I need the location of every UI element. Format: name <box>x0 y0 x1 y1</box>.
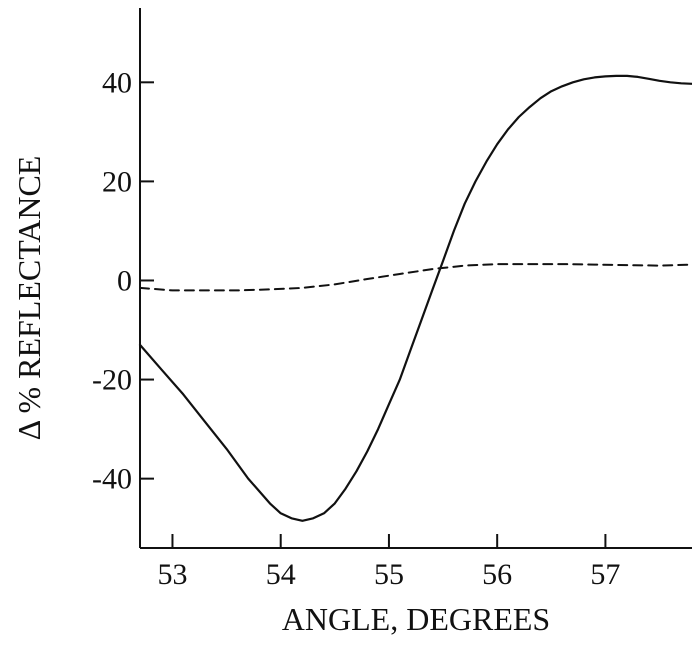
y-tick-label: 0 <box>117 264 132 297</box>
y-ticks: 40 20 0 -20 -40 <box>92 66 154 496</box>
solid-series-line <box>138 74 692 522</box>
y-tick-label: 40 <box>102 66 132 99</box>
x-tick-label: 55 <box>374 558 404 591</box>
x-tick-label: 56 <box>482 558 512 591</box>
x-axis-title: ANGLE, DEGREES <box>282 601 550 637</box>
x-ticks: 53 54 55 56 57 <box>157 534 620 591</box>
x-tick-label: 53 <box>157 558 187 591</box>
dashed-series-line <box>139 263 692 292</box>
y-tick-label: 20 <box>102 165 132 198</box>
x-tick-label: 57 <box>590 558 620 591</box>
x-tick-label: 54 <box>266 558 296 591</box>
axes <box>139 8 692 549</box>
series-lines <box>138 74 692 522</box>
y-axis-title: Δ % REFLECTANCE <box>11 156 47 441</box>
y-tick-label: -40 <box>92 463 132 496</box>
y-tick-label: -20 <box>92 364 132 397</box>
